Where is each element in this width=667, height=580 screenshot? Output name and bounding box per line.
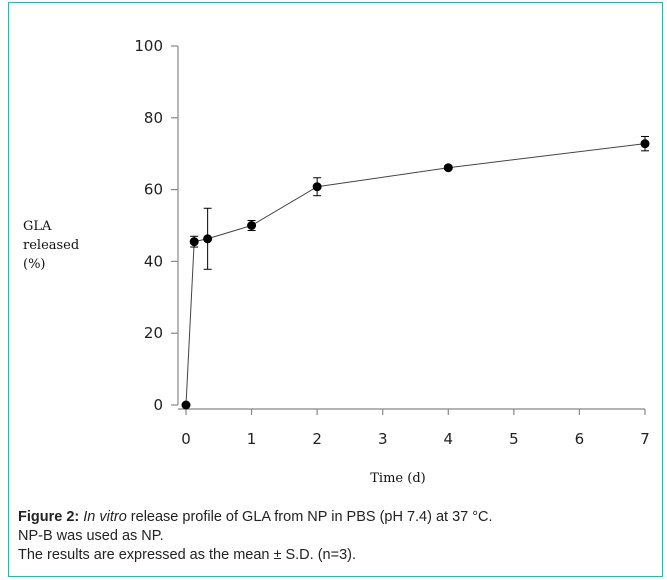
caption-line-3: The results are expressed as the mean ± … (18, 547, 356, 563)
y-ticks: 0 20 40 60 80 100 (134, 37, 178, 414)
caption-line-2: NP-B was used as NP. (18, 528, 164, 544)
y-tick-label: 20 (144, 324, 163, 342)
x-tick-label: 0 (181, 430, 191, 448)
data-point (640, 139, 650, 149)
y-axis-title-line-3: (%) (23, 257, 46, 272)
y-tick-label: 40 (144, 252, 163, 270)
x-tick-label: 7 (640, 430, 650, 448)
y-axis-title-line-1: GLA (23, 219, 52, 234)
data-point (312, 182, 322, 192)
caption-italic-term: In vitro (83, 509, 127, 525)
caption-line-1: Figure 2: In vitro release profile of GL… (18, 508, 658, 527)
data-point (203, 234, 213, 244)
y-tick-label: 80 (144, 109, 163, 127)
caption-figure-label: Figure 2: (18, 509, 80, 525)
data-point (189, 237, 199, 247)
x-tick-label: 1 (247, 430, 257, 448)
data-point (181, 400, 191, 410)
figure-caption: Figure 2: In vitro release profile of GL… (18, 508, 658, 565)
data-series (181, 135, 650, 410)
y-tick-label: 100 (134, 37, 163, 55)
y-axis-title-line-2: released (23, 238, 79, 253)
y-tick-label: 60 (144, 181, 163, 199)
y-tick-label: 0 (153, 396, 163, 414)
x-tick-label: 3 (378, 430, 388, 448)
data-point (247, 221, 257, 230)
series-line (185, 143, 646, 406)
data-point (443, 163, 453, 173)
x-tick-label: 6 (575, 430, 585, 448)
figure-frame (8, 2, 663, 577)
x-tick-label: 4 (444, 430, 454, 448)
x-ticks: 0 1 2 3 4 5 6 7 (181, 409, 650, 448)
caption-line-1-text: release profile of GLA from NP in PBS (p… (126, 509, 493, 525)
release-profile-chart: 0 20 40 60 80 100 0 1 2 3 4 5 6 7 GLA released (%) T… (23, 37, 650, 486)
x-tick-label: 5 (509, 430, 519, 448)
x-tick-label: 2 (312, 430, 322, 448)
x-axis-title: Time (d) (370, 471, 425, 486)
